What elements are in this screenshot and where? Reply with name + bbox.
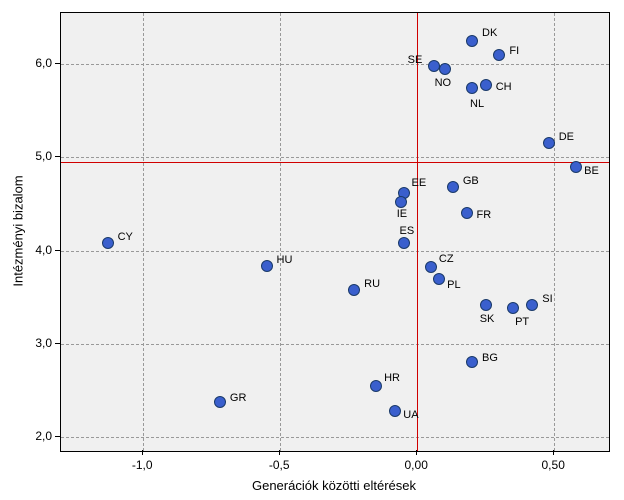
data-point (543, 137, 555, 149)
data-point (466, 356, 478, 368)
data-point (102, 237, 114, 249)
gridline-h (61, 64, 609, 65)
data-point (398, 237, 410, 249)
y-tick-mark (55, 436, 60, 437)
data-point-label: PL (447, 279, 460, 291)
data-point (480, 299, 492, 311)
y-tick-label: 5,0 (35, 149, 52, 163)
data-point (466, 82, 478, 94)
scatter-chart: DK FI SE NO CH NL DE BE GB EE IE FR ES CY HU CZ PL RU SK SI… (0, 0, 624, 500)
data-point (214, 396, 226, 408)
ref-line-x (417, 13, 418, 451)
y-tick-label: 4,0 (35, 243, 52, 257)
gridline-h (61, 344, 609, 345)
data-point-label: FR (477, 209, 492, 221)
data-point (395, 196, 407, 208)
data-point-label: GB (463, 175, 479, 187)
data-point-label: DK (482, 27, 497, 39)
data-point (480, 79, 492, 91)
y-tick-mark (55, 250, 60, 251)
plot-area: DK FI SE NO CH NL DE BE GB EE IE FR ES CY HU CZ PL RU SK SI… (60, 12, 610, 452)
data-point (447, 181, 459, 193)
data-point (389, 405, 401, 417)
data-point-label: IE (397, 208, 407, 220)
y-tick-label: 3,0 (35, 336, 52, 350)
gridline-v (143, 13, 144, 451)
x-tick-label: 0,00 (405, 458, 428, 472)
gridline-h (61, 157, 609, 158)
x-axis-title: Generációk közötti eltérések (252, 478, 416, 493)
y-tick-label: 6,0 (35, 56, 52, 70)
y-tick-mark (55, 156, 60, 157)
x-tick-mark (279, 450, 280, 455)
x-tick-mark (553, 450, 554, 455)
x-tick-mark (142, 450, 143, 455)
data-point-label: PT (515, 316, 529, 328)
ref-line-y (61, 162, 609, 163)
y-tick-mark (55, 63, 60, 64)
data-point (425, 261, 437, 273)
gridline-v (280, 13, 281, 451)
data-point (570, 161, 582, 173)
gridline-v (554, 13, 555, 451)
x-tick-label: -1,0 (132, 458, 153, 472)
data-point-label: SK (480, 313, 495, 325)
data-point (261, 260, 273, 272)
gridline-h (61, 251, 609, 252)
y-axis-title: Intézményi bizalom (11, 175, 26, 286)
data-point (526, 299, 538, 311)
gridline-h (61, 437, 609, 438)
data-point (493, 49, 505, 61)
y-tick-mark (55, 343, 60, 344)
data-point-label: NO (435, 77, 452, 89)
data-point-label: EE (412, 177, 427, 189)
x-tick-mark (416, 450, 417, 455)
data-point-label: SE (408, 54, 423, 66)
data-point (507, 302, 519, 314)
data-point (461, 207, 473, 219)
data-point-label: DE (559, 131, 574, 143)
data-point-label: FI (509, 45, 519, 57)
data-point-label: CZ (439, 253, 454, 265)
data-point-label: NL (470, 98, 484, 110)
data-point-label: UA (403, 409, 418, 421)
data-point-label: CH (496, 81, 512, 93)
data-point (370, 380, 382, 392)
data-point-label: BG (482, 352, 498, 364)
x-tick-label: 0,50 (542, 458, 565, 472)
data-point (466, 35, 478, 47)
data-point-label: HU (277, 254, 293, 266)
data-point-label: CY (118, 231, 133, 243)
data-point-label: RU (364, 278, 380, 290)
data-point (433, 273, 445, 285)
data-point-label: ES (400, 225, 415, 237)
data-point-label: HR (384, 372, 400, 384)
data-point (439, 63, 451, 75)
data-point-label: GR (230, 392, 247, 404)
y-tick-label: 2,0 (35, 429, 52, 443)
data-point (348, 284, 360, 296)
x-tick-label: -0,5 (269, 458, 290, 472)
data-point-label: SI (542, 293, 552, 305)
data-point-label: BE (584, 165, 599, 177)
